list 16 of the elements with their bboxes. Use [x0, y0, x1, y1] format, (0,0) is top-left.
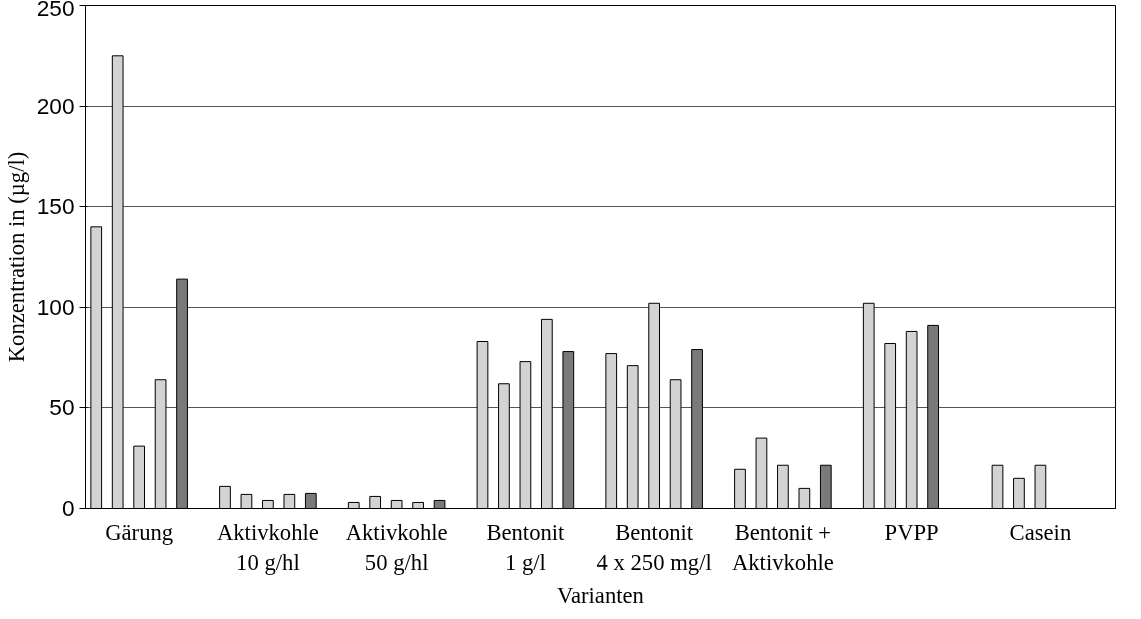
x-tick-label: Bentonit 4 x 250 mg/l: [596, 519, 712, 575]
x-axis-title: Varianten: [557, 582, 644, 608]
y-tick-label: 100: [36, 293, 75, 320]
x-tick-label: Bentonit + Aktivkohle: [731, 519, 834, 575]
x-tick-label: Bentonit 1 g/l: [486, 519, 566, 575]
x-tick-label: Gärung: [105, 519, 174, 545]
y-tick-label: 0: [61, 495, 75, 521]
x-tick-label: Aktivkohle 10 g/hl: [216, 519, 319, 575]
y-tick-label: 250: [36, 0, 75, 21]
y-axis-title: Konzentration in (µg/l): [3, 151, 29, 363]
x-tick-label: PVPP: [884, 519, 939, 545]
y-tick-label: 50: [49, 394, 75, 421]
y-tick-label: 200: [36, 92, 75, 119]
x-tick-label: Casein: [1009, 519, 1072, 545]
x-tick-label: Aktivkohle 50 g/hl: [345, 519, 448, 575]
y-tick-label: 150: [36, 193, 75, 220]
